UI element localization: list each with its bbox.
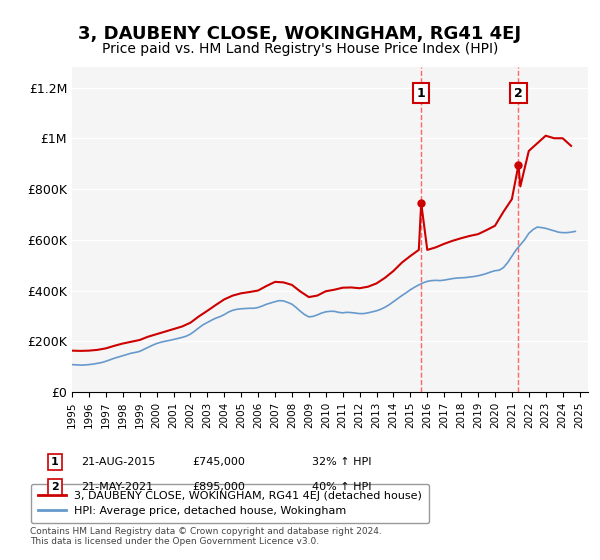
Text: 1: 1 [51,457,59,467]
Text: 21-AUG-2015: 21-AUG-2015 [81,457,155,467]
Legend: 3, DAUBENY CLOSE, WOKINGHAM, RG41 4EJ (detached house), HPI: Average price, deta: 3, DAUBENY CLOSE, WOKINGHAM, RG41 4EJ (d… [31,484,429,523]
Text: 21-MAY-2021: 21-MAY-2021 [81,482,153,492]
Text: 40% ↑ HPI: 40% ↑ HPI [312,482,371,492]
Text: 2: 2 [51,482,59,492]
Text: 2: 2 [514,87,523,100]
Text: 3, DAUBENY CLOSE, WOKINGHAM, RG41 4EJ: 3, DAUBENY CLOSE, WOKINGHAM, RG41 4EJ [79,25,521,43]
Text: 32% ↑ HPI: 32% ↑ HPI [312,457,371,467]
Text: £895,000: £895,000 [192,482,245,492]
Text: 1: 1 [417,87,425,100]
Text: Price paid vs. HM Land Registry's House Price Index (HPI): Price paid vs. HM Land Registry's House … [102,42,498,56]
Text: Contains HM Land Registry data © Crown copyright and database right 2024.
This d: Contains HM Land Registry data © Crown c… [30,526,382,546]
Text: £745,000: £745,000 [192,457,245,467]
